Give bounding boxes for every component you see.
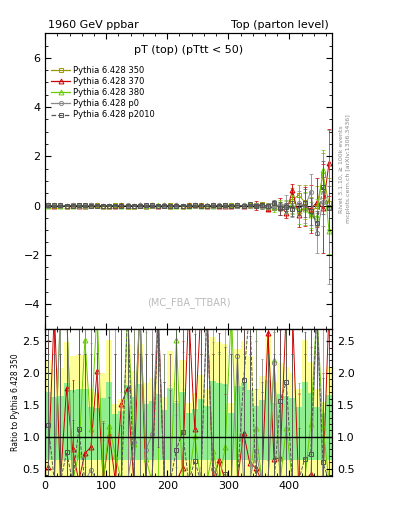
Text: 1960 GeV ppbar: 1960 GeV ppbar <box>48 20 139 30</box>
Text: mcplots.cern.ch [arXiv:1306.3436]: mcplots.cern.ch [arXiv:1306.3436] <box>346 115 351 223</box>
Text: (MC_FBA_TTBAR): (MC_FBA_TTBAR) <box>147 297 230 308</box>
Y-axis label: Ratio to Pythia 6.428 350: Ratio to Pythia 6.428 350 <box>11 353 20 451</box>
Legend: Pythia 6.428 350, Pythia 6.428 370, Pythia 6.428 380, Pythia 6.428 p0, Pythia 6.: Pythia 6.428 350, Pythia 6.428 370, Pyth… <box>48 63 158 123</box>
Text: Rivet 3.1.10, ≥ 100k events: Rivet 3.1.10, ≥ 100k events <box>339 125 344 213</box>
Text: Top (parton level): Top (parton level) <box>231 20 329 30</box>
Text: pT (top) (pTtt < 50): pT (top) (pTtt < 50) <box>134 45 243 55</box>
